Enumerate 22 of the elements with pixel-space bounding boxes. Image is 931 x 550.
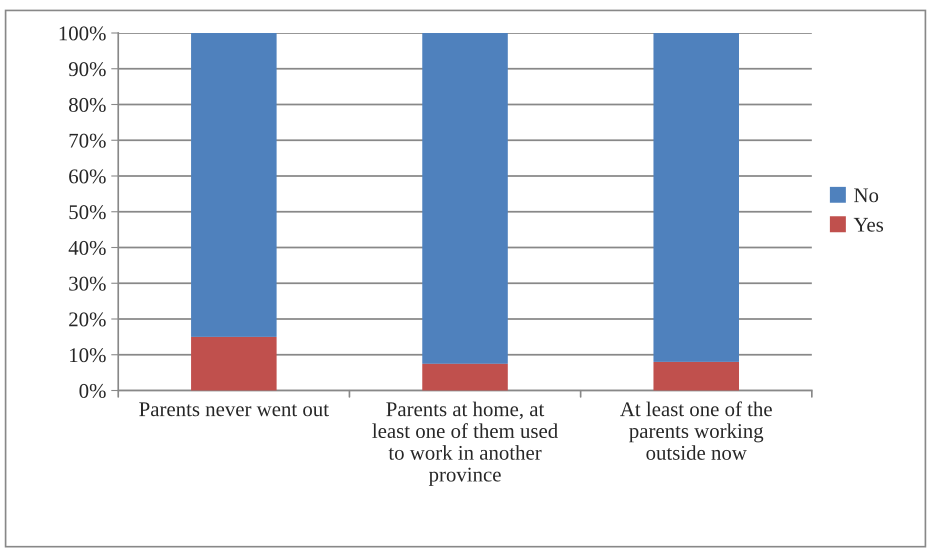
y-tick-label: 20%	[69, 312, 106, 326]
x-tick-label: Parents at home, at least one of them used to work in another province	[372, 402, 558, 486]
y-tick-label: 40%	[68, 240, 106, 255]
y-tick-label: 30%	[69, 276, 106, 291]
x-tick-label: Parents never went out	[139, 402, 329, 416]
y-tick-label: 0%	[79, 384, 106, 398]
legend-label: Yes	[854, 218, 884, 232]
y-tick-label: 70%	[70, 134, 106, 148]
y-tick-label: 80%	[69, 98, 106, 112]
y-tick-label: 60%	[69, 169, 106, 184]
bar	[191, 33, 277, 337]
bar	[422, 364, 508, 390]
y-tick-label: 100%	[60, 26, 106, 40]
x-tick-label: At least one of the parents working outside now	[620, 401, 772, 460]
bar	[422, 33, 508, 364]
y-tick-label: 50%	[69, 205, 106, 220]
legend-label: No	[854, 188, 878, 202]
y-tick-label: 10%	[70, 348, 106, 362]
bar	[191, 336, 277, 390]
bar	[653, 362, 740, 390]
bar	[653, 33, 740, 362]
y-tick-label: 90%	[68, 62, 106, 76]
